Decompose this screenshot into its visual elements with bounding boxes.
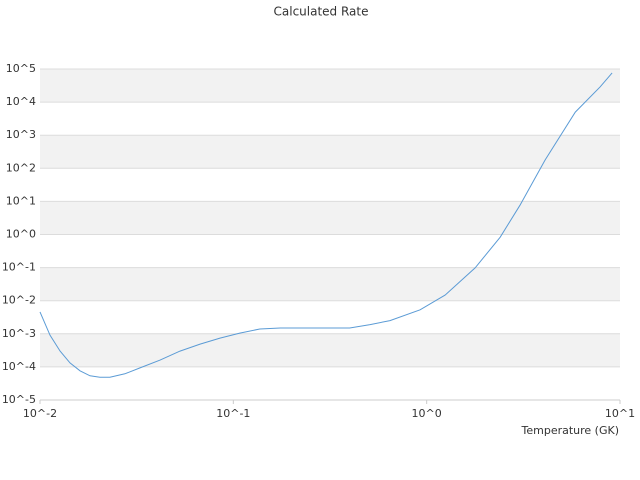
y-tick-label: 10^5 bbox=[6, 62, 36, 75]
grid-band bbox=[40, 333, 620, 367]
x-tick-label: 10^-1 bbox=[216, 407, 250, 420]
x-tick-label: 10^0 bbox=[412, 407, 442, 420]
y-tick-label: 10^0 bbox=[6, 228, 36, 241]
x-tick-label: 10^-2 bbox=[23, 407, 57, 420]
y-tick-label: 10^-2 bbox=[2, 294, 36, 307]
chart-title: Calculated Rate bbox=[274, 5, 369, 19]
y-tick-label: 10^-1 bbox=[2, 261, 36, 274]
grid-band bbox=[40, 69, 620, 103]
y-tick-label: 10^1 bbox=[6, 194, 36, 207]
data-line bbox=[39, 72, 613, 378]
x-axis-label: Temperature (GK) bbox=[521, 424, 620, 437]
y-tick-label: 10^2 bbox=[6, 161, 36, 174]
y-tick-label: 10^-4 bbox=[2, 360, 36, 373]
grid-band bbox=[40, 135, 620, 169]
grid-band bbox=[40, 267, 620, 301]
y-tick-label: 10^4 bbox=[6, 95, 36, 108]
x-tick-label: 10^1 bbox=[605, 407, 635, 420]
y-tick-label: 10^-3 bbox=[2, 327, 36, 340]
y-tick-label: 10^-5 bbox=[2, 393, 36, 406]
grid-band bbox=[40, 201, 620, 235]
y-tick-label: 10^3 bbox=[6, 128, 36, 141]
